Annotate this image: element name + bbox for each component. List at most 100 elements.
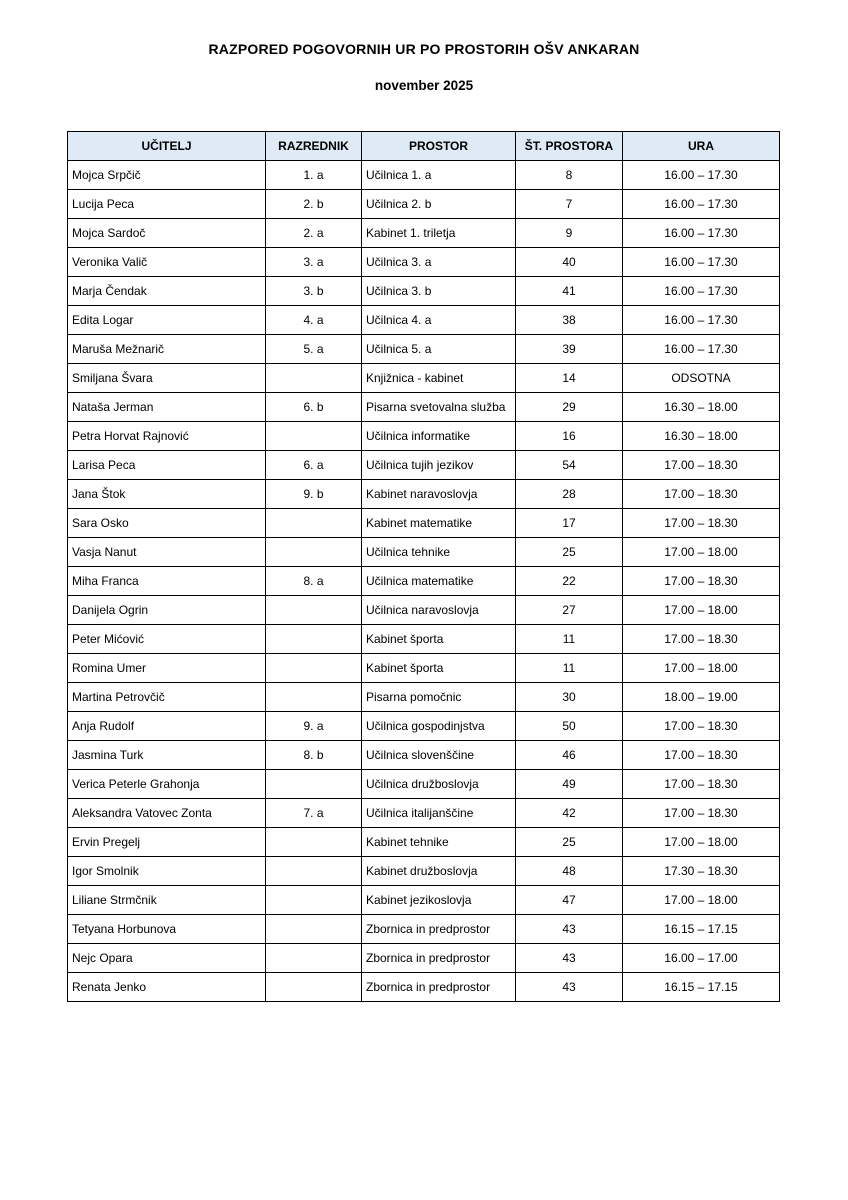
table-row: Smiljana Švara Knjižnica - kabinet 14 ODSOT… (67, 363, 780, 393)
table-cell: 39 (515, 334, 623, 364)
table-cell (265, 943, 362, 973)
table-cell: 50 (515, 711, 623, 741)
table-cell: 48 (515, 856, 623, 886)
table-cell (265, 972, 362, 1002)
table-cell: Zbornica in predprostor (361, 914, 516, 944)
table-cell: 4. a (265, 305, 362, 335)
column-header: PROSTOR (361, 131, 516, 161)
table-cell (265, 508, 362, 538)
table-cell (265, 827, 362, 857)
table-cell: 28 (515, 479, 623, 509)
table-cell: 17.00 – 18.00 (622, 653, 780, 683)
table-cell: Danijela Ogrin (67, 595, 266, 625)
table-row: Romina Umer Kabinet športa 11 17.00 – 18.00 (67, 653, 780, 683)
table-cell: Romina Umer (67, 653, 266, 683)
table-cell: Miha Franca (67, 566, 266, 596)
table-cell: Učilnica italijanščine (361, 798, 516, 828)
table-cell: 9. b (265, 479, 362, 509)
table-row: Maruša Mežnarič 5. a Učilnica 5. a 39 16.00 … (67, 334, 780, 364)
table-cell: 3. b (265, 276, 362, 306)
table-cell: Mojca Srpčič (67, 160, 266, 190)
table-cell: 17.00 – 18.00 (622, 827, 780, 857)
table-cell: 17.00 – 18.00 (622, 595, 780, 625)
table-cell: 16.30 – 18.00 (622, 421, 780, 451)
table-cell (265, 653, 362, 683)
table-cell: Zbornica in predprostor (361, 943, 516, 973)
table-cell: 16.00 – 17.30 (622, 160, 780, 190)
table-cell (265, 624, 362, 654)
table-cell: Učilnica družboslovja (361, 769, 516, 799)
table-cell: Učilnica informatike (361, 421, 516, 451)
table-cell: Učilnica 4. a (361, 305, 516, 335)
table-cell (265, 537, 362, 567)
table-cell: Učilnica 3. a (361, 247, 516, 277)
table-cell: 22 (515, 566, 623, 596)
table-row: Mojca Sardoč 2. a Kabinet 1. triletja 9 16.0… (67, 218, 780, 248)
table-cell: Učilnica tujih jezikov (361, 450, 516, 480)
table-cell: Martina Petrovčič (67, 682, 266, 712)
column-header: URA (622, 131, 780, 161)
table-cell: Kabinet 1. triletja (361, 218, 516, 248)
table-cell: Kabinet jezikoslovja (361, 885, 516, 915)
table-cell: 41 (515, 276, 623, 306)
table-row: Petra Horvat Rajnović Učilnica informatik… (67, 421, 780, 451)
table-body: Mojca Srpčič 1. a Učilnica 1. a 8 16.00 – 17… (67, 160, 780, 1002)
table-header-row: UČITELJ RAZREDNIK PROSTOR ŠT. PROSTORA URA (67, 131, 780, 161)
table-cell: 9. a (265, 711, 362, 741)
table-row: Ervin Pregelj Kabinet tehnike 25 17.00 – 18… (67, 827, 780, 857)
table-cell: Kabinet naravoslovja (361, 479, 516, 509)
table-cell: Kabinet tehnike (361, 827, 516, 857)
table-row: Liliane Strmčnik Kabinet jezikoslovja 47 17… (67, 885, 780, 915)
table-cell: Učilnica tehnike (361, 537, 516, 567)
table-cell: 30 (515, 682, 623, 712)
table-cell: 43 (515, 943, 623, 973)
table-row: Edita Logar 4. a Učilnica 4. a 38 16.00 – 17… (67, 305, 780, 335)
table-cell: 6. b (265, 392, 362, 422)
table-cell: 16.15 – 17.15 (622, 972, 780, 1002)
table-cell: 17.00 – 18.30 (622, 769, 780, 799)
table-cell: 17.00 – 18.30 (622, 711, 780, 741)
table-cell: Larisa Peca (67, 450, 266, 480)
table-cell: Petra Horvat Rajnović (67, 421, 266, 451)
table-row: Jana Štok 9. b Kabinet naravoslovja 28 17.00… (67, 479, 780, 509)
table-cell: Učilnica matematike (361, 566, 516, 596)
table-row: Jasmina Turk 8. b Učilnica slovenščine 46 17… (67, 740, 780, 770)
table-row: Danijela Ogrin Učilnica naravoslovja 27 17.… (67, 595, 780, 625)
table-cell: 47 (515, 885, 623, 915)
table-cell: Igor Smolnik (67, 856, 266, 886)
table-cell: Kabinet družboslovja (361, 856, 516, 886)
table-cell: Učilnica gospodinjstva (361, 711, 516, 741)
table-row: Nataša Jerman 6. b Pisarna svetovalna služ… (67, 392, 780, 422)
table-cell: Vasja Nanut (67, 537, 266, 567)
table-cell: 54 (515, 450, 623, 480)
table-cell (265, 856, 362, 886)
table-cell: Pisarna pomočnic (361, 682, 516, 712)
table-cell: Zbornica in predprostor (361, 972, 516, 1002)
table-cell: Veronika Valič (67, 247, 266, 277)
table-cell: Verica Peterle Grahonja (67, 769, 266, 799)
table-row: Mojca Srpčič 1. a Učilnica 1. a 8 16.00 – 17… (67, 160, 780, 190)
table-cell (265, 363, 362, 393)
table-row: Renata Jenko Zbornica in predprostor 43 16.… (67, 972, 780, 1002)
table-cell: 3. a (265, 247, 362, 277)
table-cell: Učilnica 1. a (361, 160, 516, 190)
table-cell: Marja Čendak (67, 276, 266, 306)
table-row: Sara Osko Kabinet matematike 17 17.00 – 18.… (67, 508, 780, 538)
table-cell: Pisarna svetovalna služba (361, 392, 516, 422)
table-cell: Aleksandra Vatovec Zonta (67, 798, 266, 828)
table-cell: 17.00 – 18.00 (622, 885, 780, 915)
table-cell: 42 (515, 798, 623, 828)
table-cell: 49 (515, 769, 623, 799)
table-cell: 43 (515, 914, 623, 944)
table-cell: 16.30 – 18.00 (622, 392, 780, 422)
table-cell (265, 885, 362, 915)
table-cell: 16.00 – 17.30 (622, 189, 780, 219)
table-cell: 11 (515, 624, 623, 654)
table-cell: 16 (515, 421, 623, 451)
table-cell: 16.00 – 17.00 (622, 943, 780, 973)
schedule-table: UČITELJ RAZREDNIK PROSTOR ŠT. PROSTORA URA M… (67, 131, 780, 1002)
column-header: RAZREDNIK (265, 131, 362, 161)
table-cell: 46 (515, 740, 623, 770)
column-header: ŠT. PROSTORA (515, 131, 623, 161)
table-cell: 18.00 – 19.00 (622, 682, 780, 712)
